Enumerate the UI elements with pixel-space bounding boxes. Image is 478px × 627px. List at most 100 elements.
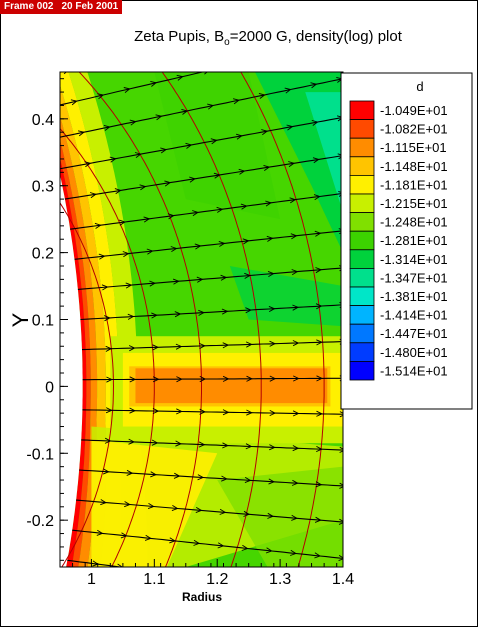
vector-arrowhead xyxy=(221,308,229,315)
title-suffix: =2000 G, density(log) plot xyxy=(230,28,403,45)
vector-arrowhead xyxy=(84,161,92,168)
vector-arrowhead xyxy=(246,409,253,416)
vector-arrowhead xyxy=(288,161,296,168)
equator-disk-core xyxy=(135,368,328,404)
date-label: 20 Feb 2001 xyxy=(61,1,119,12)
vector-arrowhead xyxy=(339,411,343,418)
vector-arrowhead xyxy=(120,532,128,539)
vector-arrowhead xyxy=(147,503,155,510)
vector-arrowhead xyxy=(265,547,273,554)
surface-contour-band xyxy=(60,115,98,567)
legend-label: -1.248E+01 xyxy=(380,215,448,230)
vector-arrowhead xyxy=(199,408,207,415)
vector-arrowhead xyxy=(316,339,323,346)
vector-arrowhead xyxy=(125,282,133,289)
legend-label: -1.148E+01 xyxy=(380,159,448,174)
vector-arrowhead xyxy=(230,63,236,68)
vector-arrowhead xyxy=(151,312,158,319)
legend-label: -1.281E+01 xyxy=(380,233,448,248)
vector-arrowhead xyxy=(309,45,315,50)
legend-swatch xyxy=(349,342,375,362)
x-axis: 1 1.1 1.2 1.3 1.4 xyxy=(59,559,354,588)
vector-arrowhead xyxy=(269,340,277,347)
vector-arrowhead xyxy=(170,246,178,252)
vector-arrowhead xyxy=(290,549,297,556)
vector-arrowhead xyxy=(316,375,323,382)
vector-arrowhead xyxy=(310,82,318,89)
vector-arrowhead xyxy=(172,278,180,285)
streamline xyxy=(64,155,343,200)
vector-arrowhead xyxy=(213,172,221,179)
vector-arrowhead xyxy=(105,407,113,414)
vector-arrowhead xyxy=(235,133,243,140)
vector-arrowhead xyxy=(363,412,368,417)
field-line-arc xyxy=(240,72,325,567)
vector-arrowhead xyxy=(292,304,300,311)
vector-arrowhead xyxy=(128,345,136,352)
vector-arrowhead xyxy=(218,240,226,247)
legend: d -1.049E+01 -1.082E+01 -1.115E+01 -1.148E+… xyxy=(340,72,473,410)
y-tick-label: 0 xyxy=(45,379,54,396)
vector-arrowhead xyxy=(198,309,205,316)
vector-arrowhead xyxy=(291,479,299,486)
legend-label: -1.414E+01 xyxy=(380,308,448,323)
legend-swatch xyxy=(349,156,375,176)
vector-arrowhead xyxy=(245,341,253,348)
vector-arrowhead xyxy=(339,446,343,453)
vector-arrowhead xyxy=(198,441,206,448)
vector-arrowhead xyxy=(197,474,205,481)
vector-arrowhead xyxy=(150,80,158,87)
vector-arrowhead xyxy=(194,243,202,250)
vector-arrowhead xyxy=(241,544,249,551)
vector-arrowhead xyxy=(199,342,206,349)
vector-arrowhead xyxy=(284,87,292,94)
vector-arrowhead xyxy=(126,469,134,476)
y-tick-label: -0.2 xyxy=(26,513,54,530)
vector-arrowhead xyxy=(104,437,112,444)
vector-arrowhead xyxy=(155,114,163,121)
vector-arrowhead xyxy=(219,508,227,515)
vector-arrowhead xyxy=(176,376,183,383)
legend-label: -1.082E+01 xyxy=(380,122,448,137)
vector-arrowhead xyxy=(152,407,160,415)
vector-arrowhead xyxy=(103,124,111,131)
surface-contour-band xyxy=(60,158,87,567)
vector-arrowhead xyxy=(176,408,183,415)
x-tick-label: 1 xyxy=(87,571,96,588)
vector-arrowhead xyxy=(127,313,135,320)
y-tick-label: 0.2 xyxy=(32,246,54,263)
vector-arrowhead xyxy=(314,589,320,594)
vector-arrowhead xyxy=(338,592,344,597)
vector-arrowhead xyxy=(221,475,228,482)
x-axis-label: Radius xyxy=(182,590,222,604)
vector-arrowhead xyxy=(160,147,168,154)
vector-arrowhead xyxy=(266,235,274,242)
vector-arrowhead xyxy=(268,478,276,485)
vector-arrowhead xyxy=(291,269,299,276)
vector-arrowhead xyxy=(128,438,136,445)
vector-arrowhead xyxy=(258,92,266,99)
vector-arrowhead xyxy=(363,558,369,563)
vector-arrowhead xyxy=(119,219,126,226)
vector-arrowhead xyxy=(314,230,322,237)
x-tick-label: 1.3 xyxy=(269,571,291,588)
vector-arrowhead xyxy=(114,188,122,195)
vector-arrowhead xyxy=(124,501,131,508)
vector-arrowhead xyxy=(316,410,323,417)
y-tick-label: -0.1 xyxy=(26,446,54,463)
frame-header: Frame 002 20 Feb 2001 xyxy=(0,0,122,14)
vector-arrowhead xyxy=(217,542,225,549)
vector-arrowhead xyxy=(96,529,104,536)
vector-arrowhead xyxy=(265,200,273,207)
vector-arrowhead xyxy=(106,376,113,383)
vector-arrowhead xyxy=(97,93,105,100)
vector-arrowhead xyxy=(109,156,117,163)
vector-arrowhead xyxy=(222,342,230,349)
vector-arrowhead xyxy=(122,251,130,258)
legend-swatch xyxy=(349,323,375,344)
vector-arrowhead xyxy=(90,62,96,67)
vector-arrowhead xyxy=(196,276,204,283)
streamline xyxy=(60,116,343,170)
legend-swatch xyxy=(349,212,375,232)
y-axis-label: Y xyxy=(8,312,33,327)
